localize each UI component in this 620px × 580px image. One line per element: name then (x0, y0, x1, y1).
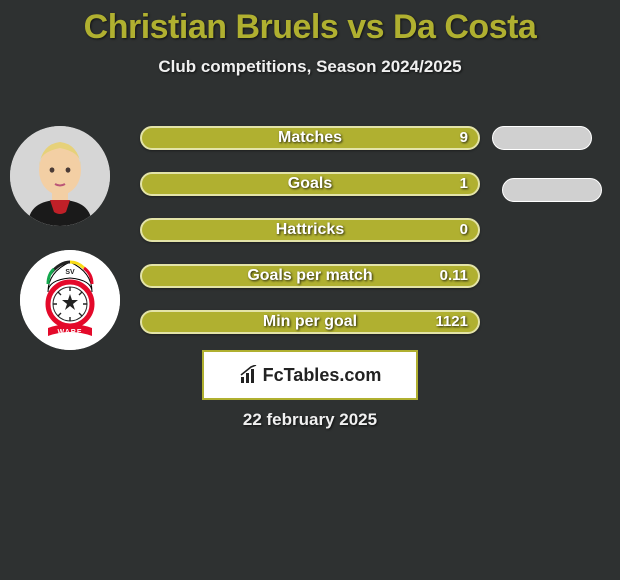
stat-row-goals: Goals 1 (140, 172, 480, 196)
player-face-icon (10, 126, 110, 226)
stat-value: 9 (460, 129, 468, 146)
stat-value: 1121 (435, 313, 468, 330)
brand-label: FcTables.com (263, 365, 382, 386)
date-label: 22 february 2025 (0, 410, 620, 430)
svg-text:WARE: WARE (58, 329, 83, 336)
opponent-pill-goals (502, 178, 602, 202)
stat-label: Goals per match (142, 267, 478, 285)
club-logo-icon: SV WARE (20, 250, 120, 350)
stat-value: 0 (460, 221, 468, 238)
brand-box[interactable]: FcTables.com (202, 350, 418, 400)
stats-bars: Matches 9 Goals 1 Hattricks 0 Goals per … (140, 126, 480, 356)
stat-label: Min per goal (142, 313, 478, 331)
stat-row-matches: Matches 9 (140, 126, 480, 150)
stat-value: 0.11 (440, 267, 468, 284)
player1-avatar (10, 126, 110, 226)
stat-value: 1 (460, 175, 468, 192)
subtitle: Club competitions, Season 2024/2025 (0, 57, 620, 77)
page-title: Christian Bruels vs Da Costa (0, 0, 620, 47)
stat-label: Matches (142, 129, 478, 147)
svg-text:SV: SV (65, 269, 75, 276)
stat-row-goals-per-match: Goals per match 0.11 (140, 264, 480, 288)
chart-icon (239, 365, 259, 385)
stat-row-min-per-goal: Min per goal 1121 (140, 310, 480, 334)
player2-club-logo: SV WARE (20, 250, 120, 350)
opponent-pill-matches (492, 126, 592, 150)
stat-label: Goals (142, 175, 478, 193)
stat-label: Hattricks (142, 221, 478, 239)
stat-row-hattricks: Hattricks 0 (140, 218, 480, 242)
